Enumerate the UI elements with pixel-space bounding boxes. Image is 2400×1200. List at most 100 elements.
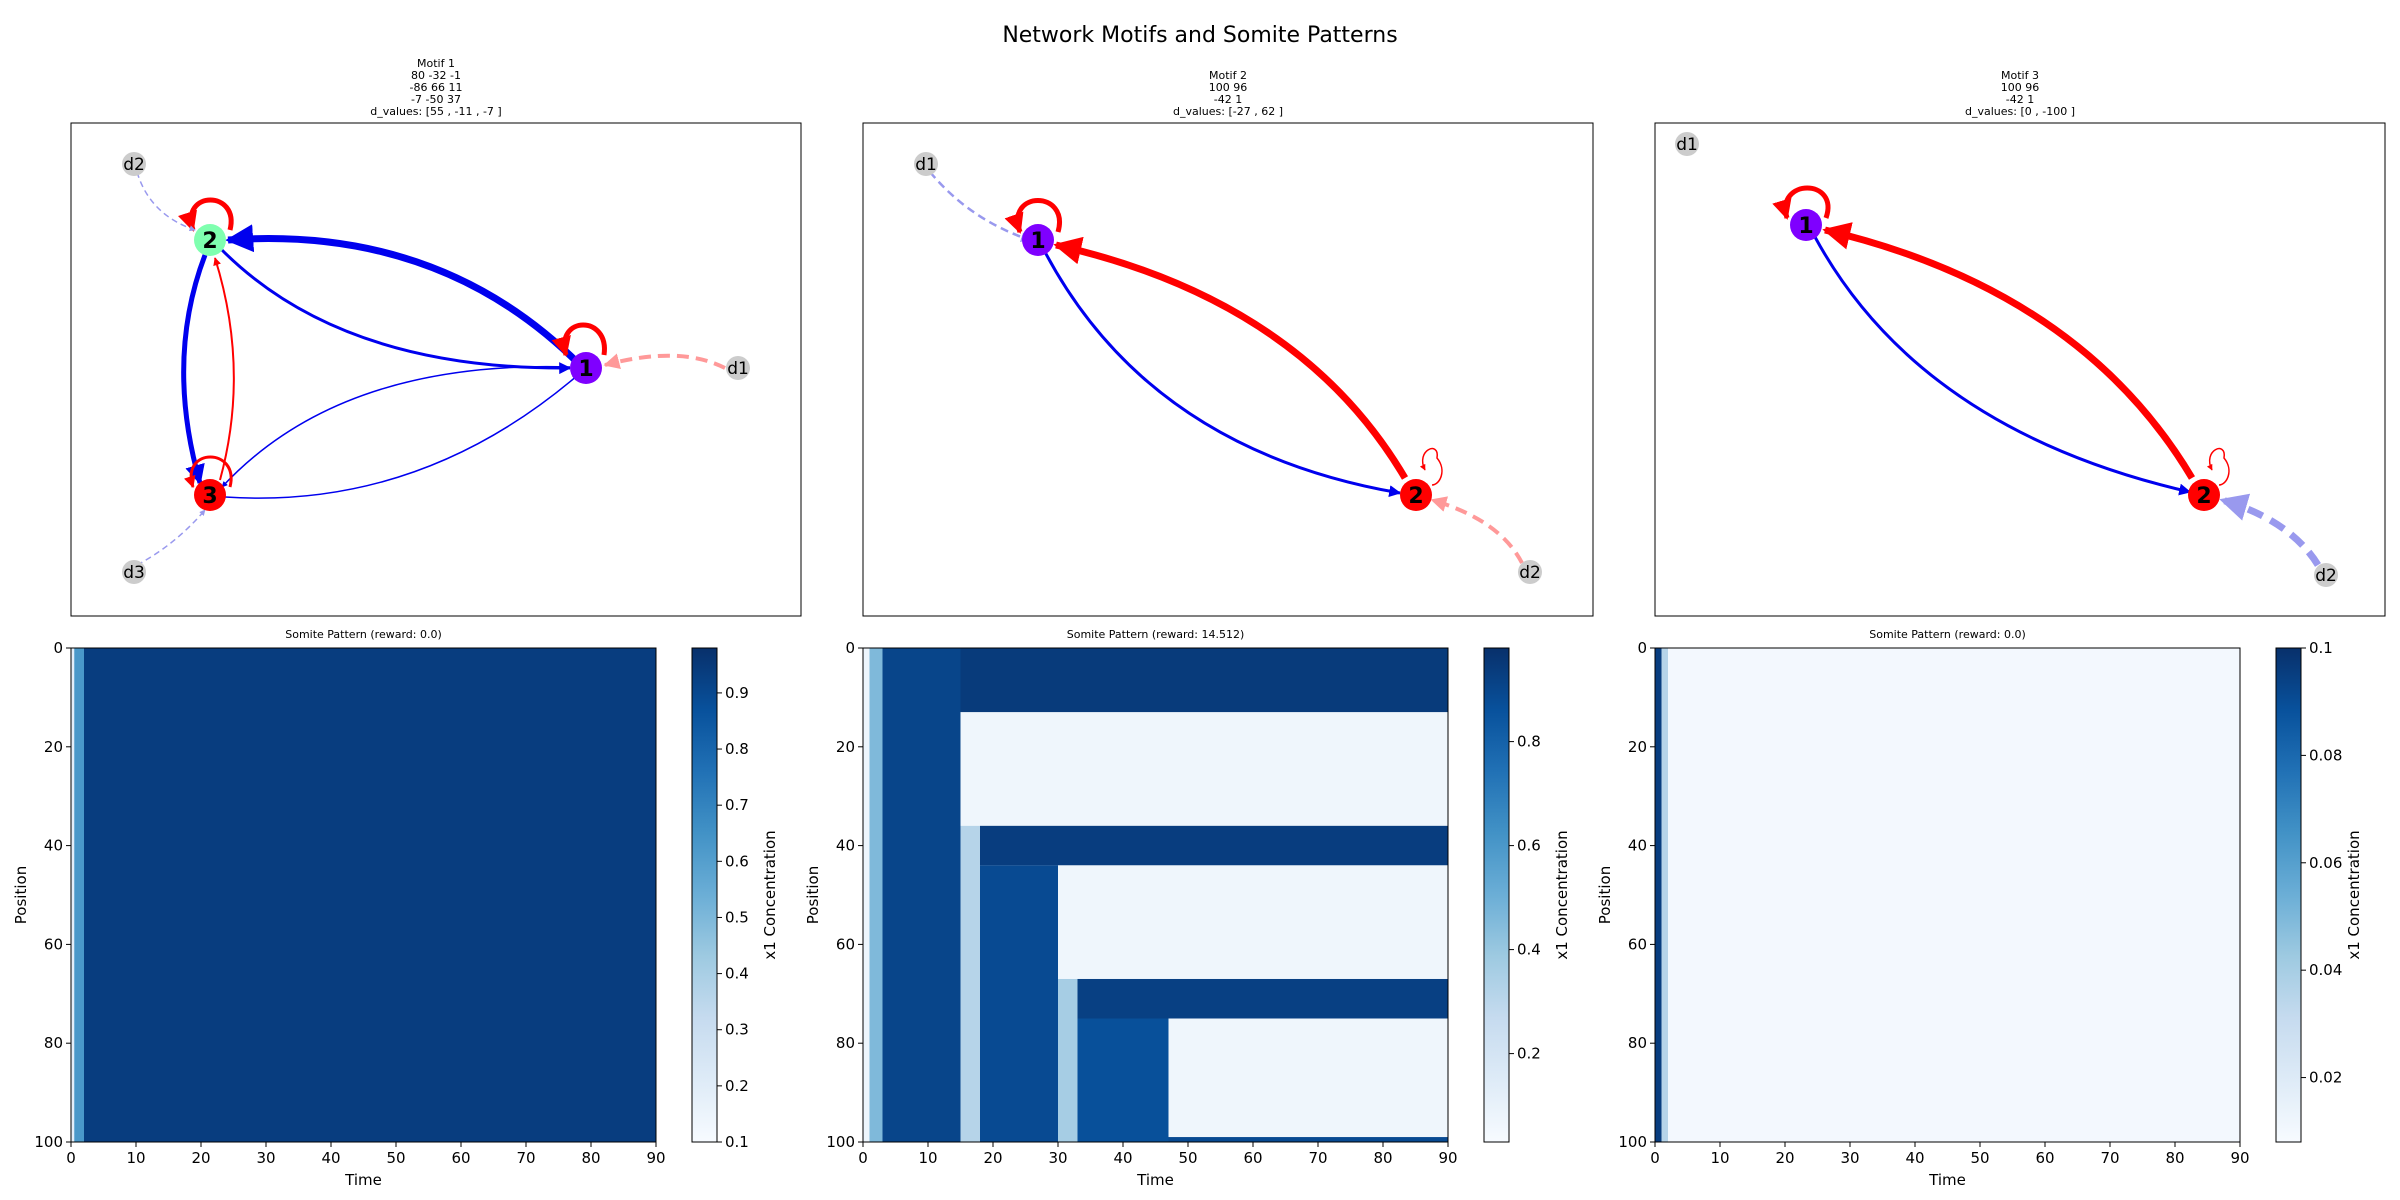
y-tick-label: 20	[1628, 738, 1647, 756]
y-tick-label: 100	[826, 1133, 855, 1151]
x-tick-label: 50	[1178, 1149, 1197, 1167]
colorbar-tick-label: 0.4	[1517, 941, 1541, 959]
motif-frame	[1654, 122, 2386, 617]
y-axis-label: Position	[12, 866, 30, 924]
self-loop-1	[1772, 185, 1831, 220]
colorbar	[2275, 647, 2302, 1143]
colorbar-tick-label: 0.9	[725, 684, 749, 702]
input-node-d2	[1518, 560, 1542, 584]
heatmap-cell	[1168, 1018, 1448, 1138]
input-edge-d3	[136, 509, 206, 566]
x-axis-label: Time	[1928, 1171, 1966, 1189]
node-1	[1022, 224, 1054, 256]
motif-title-line: d_values: [-27 , 62 ]	[1173, 105, 1283, 118]
input-node-d1	[1675, 132, 1699, 156]
y-tick-label: 20	[44, 738, 63, 756]
y-tick-label: 40	[836, 837, 855, 855]
input-node-d3	[122, 560, 146, 584]
colorbar-tick-label: 0.04	[2309, 961, 2342, 979]
motif-title-line: 80 -32 -1	[411, 69, 461, 82]
x-tick-label: 70	[2100, 1149, 2119, 1167]
heatmap-title: Somite Pattern (reward: 0.0)	[1869, 628, 2026, 641]
input-label: d2	[2315, 566, 2337, 586]
node-label: 2	[1408, 484, 1423, 509]
x-axis-label: Time	[344, 1171, 382, 1189]
motif-panel-3: Motif 3 100 96 -42 1 d_values: [0 , -100…	[1654, 69, 2386, 617]
heatmap-cell	[960, 648, 1448, 713]
heatmap-frame	[1654, 647, 2241, 1143]
colorbar-tick-label: 0.8	[725, 740, 749, 758]
x-tick-label: 70	[1308, 1149, 1327, 1167]
motif-title: Motif 1 80 -32 -1 -86 66 11 -7 -50 37 d_…	[370, 57, 501, 118]
input-edge-d2	[136, 171, 196, 232]
motif-frame	[862, 122, 1594, 617]
motif-title-line: 100 96	[2001, 81, 2040, 94]
heatmap-cell	[1058, 865, 1448, 979]
x-tick-label: 10	[126, 1149, 145, 1167]
self-loop-2	[177, 197, 234, 232]
colorbar-tick-label: 0.7	[725, 796, 749, 814]
node-2	[1400, 479, 1432, 511]
motif-title-line: d_values: [0 , -100 ]	[1965, 105, 2075, 118]
edge-2-to-1	[1053, 236, 1409, 480]
heatmap-cell	[1077, 1018, 1169, 1142]
heatmap-cell	[74, 648, 84, 1142]
heatmap-cell	[980, 825, 1448, 866]
input-label: d2	[1519, 563, 1541, 583]
y-tick-label: 60	[836, 935, 855, 953]
heatmap-panel-1: Somite Pattern (reward: 0.0) 0 10 20 30 40 50 6…	[12, 628, 779, 1189]
y-tick-label: 80	[836, 1034, 855, 1052]
colorbar	[1483, 647, 1510, 1143]
colorbar-tick-label: 0.4	[725, 965, 749, 983]
y-tick-label: 100	[1618, 1133, 1647, 1151]
node-label: 1	[1030, 229, 1045, 254]
heatmap-cell	[882, 648, 961, 1142]
heatmap-title: Somite Pattern (reward: 14.512)	[1067, 628, 1245, 641]
y-tick-label: 80	[44, 1034, 63, 1052]
self-loop-2	[2206, 447, 2230, 486]
input-label: d2	[123, 155, 145, 175]
x-tick-label: 30	[256, 1149, 275, 1167]
x-tick-label: 20	[983, 1149, 1002, 1167]
x-tick-label: 30	[1048, 1149, 1067, 1167]
heatmap-cell	[960, 712, 1448, 826]
colorbar-tick-label: 0.02	[2309, 1069, 2342, 1087]
x-tick-label: 40	[321, 1149, 340, 1167]
edge-1-to-3	[221, 365, 571, 488]
x-tick-label: 60	[2035, 1149, 2054, 1167]
input-node-d2	[122, 152, 146, 176]
y-tick-label: 40	[44, 837, 63, 855]
colorbar-tick-label: 0.1	[2309, 639, 2333, 657]
input-edge-d1	[929, 171, 1031, 242]
motif-title-line: Motif 2	[1209, 69, 1247, 82]
y-axis-label: Position	[804, 866, 822, 924]
colorbar-label: x1 Concentration	[2345, 830, 2363, 959]
heatmap-panel-2: Somite Pattern (reward: 14.512) 0 10 20 30 40…	[804, 628, 1571, 1189]
y-tick-label: 20	[836, 738, 855, 756]
node-1	[570, 352, 602, 384]
colorbar-tick-label: 0.5	[725, 908, 749, 926]
heatmap-cell	[1655, 648, 1662, 1142]
self-loop-1	[1004, 198, 1062, 234]
input-node-d1	[914, 152, 938, 176]
node-1	[1790, 209, 1822, 241]
x-tick-label: 0	[858, 1149, 868, 1167]
figure-title: Network Motifs and Somite Patterns	[1002, 23, 1397, 48]
x-tick-label: 0	[1650, 1149, 1660, 1167]
motif-title-line: Motif 3	[2001, 69, 2039, 82]
y-tick-label: 60	[1628, 935, 1647, 953]
x-tick-label: 80	[1373, 1149, 1392, 1167]
edge-2-to-1	[218, 246, 572, 375]
x-tick-label: 40	[1905, 1149, 1924, 1167]
x-tick-label: 70	[516, 1149, 535, 1167]
self-loop-2	[1419, 447, 1443, 486]
heatmap-cell	[1077, 978, 1448, 1019]
motif-title-line: Motif 1	[417, 57, 455, 70]
heatmap-cell	[84, 648, 656, 1142]
x-tick-label: 10	[918, 1149, 937, 1167]
colorbar-tick-label: 0.6	[725, 852, 749, 870]
heatmap-panel-3: Somite Pattern (reward: 0.0) 0 10 20 30 40 50 6…	[1596, 628, 2363, 1189]
colorbar-tick-label: 0.1	[725, 1133, 749, 1151]
input-label: d3	[123, 563, 145, 583]
